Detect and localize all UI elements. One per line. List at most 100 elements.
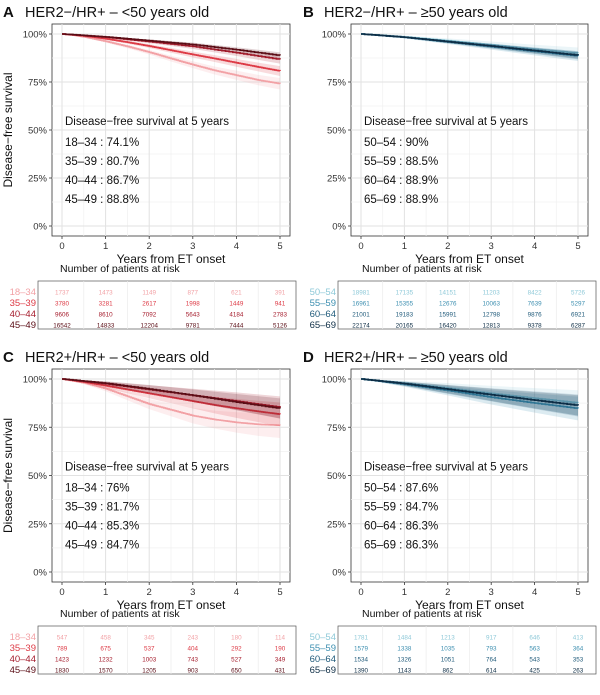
risk-value: 16961: [352, 301, 370, 308]
survival-annotation: Disease−free survival at 5 years 50–54 : …: [364, 462, 528, 552]
risk-row-label: 50–54: [310, 287, 336, 298]
confidence-band: [361, 379, 578, 421]
x-axis-label: Years from ET onset: [117, 252, 226, 266]
risk-row-label: 50–54: [310, 632, 336, 643]
annotation-line: 18–34 : 74.1%: [65, 137, 139, 149]
x-tick-label: 3: [190, 241, 195, 252]
y-tick-label: 75%: [28, 423, 48, 434]
y-tick-label: 50%: [327, 471, 347, 482]
risk-row-label: 18–34: [10, 632, 36, 643]
risk-value: 1143: [398, 668, 412, 675]
risk-value: 537: [144, 646, 155, 653]
risk-value: 621: [231, 290, 242, 297]
risk-value: 16420: [439, 323, 457, 330]
risk-value: 917: [486, 635, 497, 642]
y-tick-label: 25%: [327, 519, 347, 530]
y-tick-label: 0%: [332, 568, 346, 579]
risk-table-title: Number of patients at risk: [362, 608, 482, 620]
confidence-band: [62, 379, 280, 419]
confidence-band: [62, 34, 280, 90]
survival-curve: [62, 378, 281, 415]
y-tick-label: 50%: [327, 126, 347, 137]
risk-row-label: 35–39: [10, 643, 36, 654]
risk-value: 14833: [97, 323, 115, 330]
risk-value: 12813: [482, 323, 500, 330]
y-axis-label: Disease−free survival: [1, 72, 15, 187]
risk-row-label: 40–44: [10, 309, 36, 320]
risk-row-label: 18–34: [10, 287, 36, 298]
panel-title: HER2+/HR+ – ≥50 years old: [324, 350, 508, 366]
y-tick-label: 50%: [28, 126, 48, 137]
series-1: [62, 378, 281, 427]
series-0: [62, 378, 281, 439]
panel-letter: C: [3, 349, 14, 366]
x-tick-label: 4: [532, 241, 537, 252]
x-tick-label: 1: [402, 587, 407, 598]
series-1: [62, 33, 281, 76]
risk-value: 114: [275, 635, 286, 642]
panel-letter: A: [3, 4, 14, 21]
risk-value: 1035: [441, 646, 456, 653]
risk-row-label: 55–59: [310, 298, 336, 309]
confidence-band: [361, 379, 578, 417]
x-tick-label: 4: [234, 241, 239, 252]
risk-value: 21001: [352, 312, 370, 319]
y-axis-label: Disease−free survival: [1, 418, 15, 533]
risk-value: 9876: [528, 312, 543, 319]
risk-value: 5297: [571, 301, 586, 308]
annotation-line: 45–49 : 88.8%: [65, 194, 139, 206]
risk-value: 7092: [142, 312, 157, 319]
y-tick-label: 0%: [33, 222, 47, 233]
x-axis-label: Years from ET onset: [117, 598, 226, 612]
x-tick-label: 5: [277, 587, 282, 598]
annotation-line: 60–64 : 86.3%: [364, 521, 438, 533]
x-tick-label: 4: [532, 587, 537, 598]
risk-table-frame: [337, 280, 597, 330]
annotation-line: 40–44 : 86.7%: [65, 175, 139, 187]
annotation-line: 45–49 : 84.7%: [65, 540, 139, 552]
risk-table: Number of patients at risk 50–54 18981 1713…: [310, 263, 597, 331]
survival-annotation: Disease−free survival at 5 years 50–54 : …: [364, 116, 528, 206]
risk-value: 1579: [354, 646, 369, 653]
risk-value: 8610: [99, 312, 114, 319]
y-tick-label: 100%: [23, 30, 48, 41]
risk-value: 15355: [396, 301, 414, 308]
x-tick-label: 5: [575, 587, 580, 598]
risk-table-frame: [337, 625, 597, 675]
risk-value: 614: [486, 668, 497, 675]
risk-row-label: 60–64: [310, 309, 336, 320]
risk-value: 789: [57, 646, 68, 653]
y-tick-label: 25%: [28, 174, 48, 185]
annotation-line: 55–59 : 84.7%: [364, 502, 438, 514]
y-tick-label: 0%: [33, 568, 47, 579]
risk-value: 19183: [396, 312, 414, 319]
x-tick-label: 0: [59, 587, 64, 598]
annotation-title: Disease−free survival at 5 years: [65, 116, 229, 128]
survival-curve: [361, 378, 579, 406]
risk-value: 4184: [229, 312, 244, 319]
survival-curve: [62, 33, 281, 56]
y-tick-label: 75%: [327, 423, 347, 434]
annotation-line: 65–69 : 88.9%: [364, 194, 438, 206]
risk-row-label: 65–69: [310, 320, 336, 331]
grid-lines: [351, 24, 588, 236]
annotation-title: Disease−free survival at 5 years: [364, 116, 528, 128]
risk-table-title: Number of patients at risk: [362, 263, 482, 275]
risk-value: 404: [188, 646, 199, 653]
x-tick-label: 3: [489, 587, 494, 598]
annotation-title: Disease−free survival at 5 years: [65, 462, 229, 474]
x-tick-label: 1: [103, 241, 108, 252]
x-tick-label: 0: [358, 587, 363, 598]
y-tick-label: 25%: [28, 519, 48, 530]
risk-value: 8422: [528, 290, 543, 297]
x-axis-label: Years from ET onset: [415, 252, 524, 266]
risk-value: 1003: [142, 657, 157, 664]
risk-value: 12204: [140, 323, 158, 330]
risk-value: 190: [275, 646, 286, 653]
risk-value: 22174: [352, 323, 370, 330]
risk-value: 650: [231, 668, 242, 675]
panel-d: D HER2+/HR+ – ≥50 years old 0% 25% 50% 75% 100…: [303, 349, 597, 676]
y-tick-label: 0%: [332, 222, 346, 233]
risk-value: 1051: [441, 657, 456, 664]
